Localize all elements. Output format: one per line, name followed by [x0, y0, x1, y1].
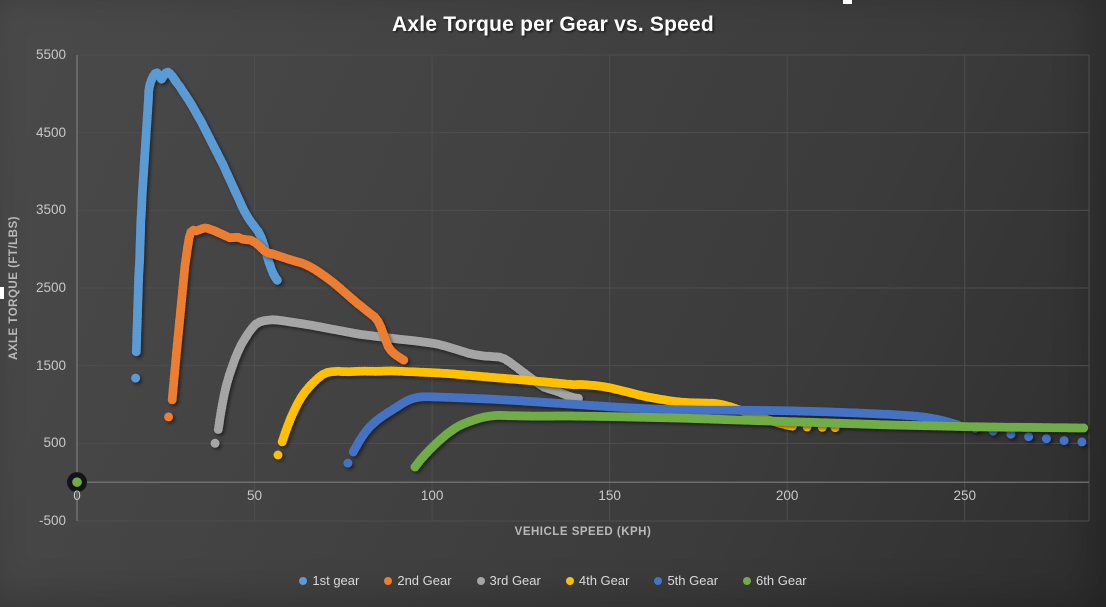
legend: 1st gear 2nd Gear 3rd Gear 4th Gear 5th Gear… [0, 573, 1106, 588]
y-tick-label: 500 [43, 435, 66, 451]
chart-title[interactable]: Axle Torque per Gear vs. Speed [392, 13, 714, 36]
x-tick-label: 250 [953, 488, 976, 503]
legend-label: 2nd Gear [397, 573, 452, 588]
x-axis-title: VEHICLE SPEED (KPH) [514, 526, 652, 538]
series-5th-gear[interactable] [343, 392, 1087, 468]
y-tick-label: 2500 [35, 280, 66, 295]
legend-label: 4th Gear [578, 573, 630, 588]
legend-label: 1st gear [312, 573, 360, 588]
y-tick-label: 5500 [35, 47, 66, 62]
legend-marker-icon [476, 576, 485, 585]
legend-label: 3rd Gear [489, 573, 541, 588]
legend-item-1st-gear[interactable]: 1st gear [299, 573, 359, 588]
legend-label: 5th Gear [667, 573, 719, 588]
legend-marker-icon [384, 576, 393, 585]
y-tick-label: 3500 [35, 202, 66, 218]
series-6th-gear[interactable] [72, 410, 1089, 487]
selected-data-point[interactable] [67, 472, 87, 493]
legend-item-6th-gear[interactable]: 6th Gear [743, 573, 807, 588]
y-tick-label: -500 [38, 513, 66, 528]
x-tick-label: 50 [247, 488, 263, 503]
legend-marker-icon [299, 576, 308, 585]
selection-handle-top[interactable] [843, 0, 852, 4]
series-3rd-gear[interactable] [210, 315, 583, 448]
legend-item-4th-gear[interactable]: 4th Gear [565, 573, 630, 588]
y-tick-label: 1500 [35, 357, 66, 373]
x-tick-label: 100 [420, 488, 444, 503]
legend-marker-icon [565, 576, 574, 585]
legend-marker-icon [654, 576, 663, 585]
legend-item-2nd-gear[interactable]: 2nd Gear [384, 573, 452, 588]
x-tick-label: 0 [73, 488, 81, 503]
series-4th-gear[interactable] [273, 366, 840, 460]
x-tick-label: 150 [598, 488, 621, 503]
gridlines [77, 54, 1090, 522]
series-1st-gear[interactable] [131, 67, 282, 383]
legend-item-5th-gear[interactable]: 5th Gear [654, 573, 718, 588]
x-tick-label: 200 [775, 488, 799, 503]
legend-item-3rd-gear[interactable]: 3rd Gear [476, 573, 541, 588]
legend-label: 6th Gear [756, 573, 807, 588]
series-2nd-gear[interactable] [164, 223, 409, 422]
legend-marker-icon [743, 576, 752, 585]
y-tick-label: 4500 [35, 124, 66, 140]
selection-handle-left[interactable] [0, 287, 4, 299]
